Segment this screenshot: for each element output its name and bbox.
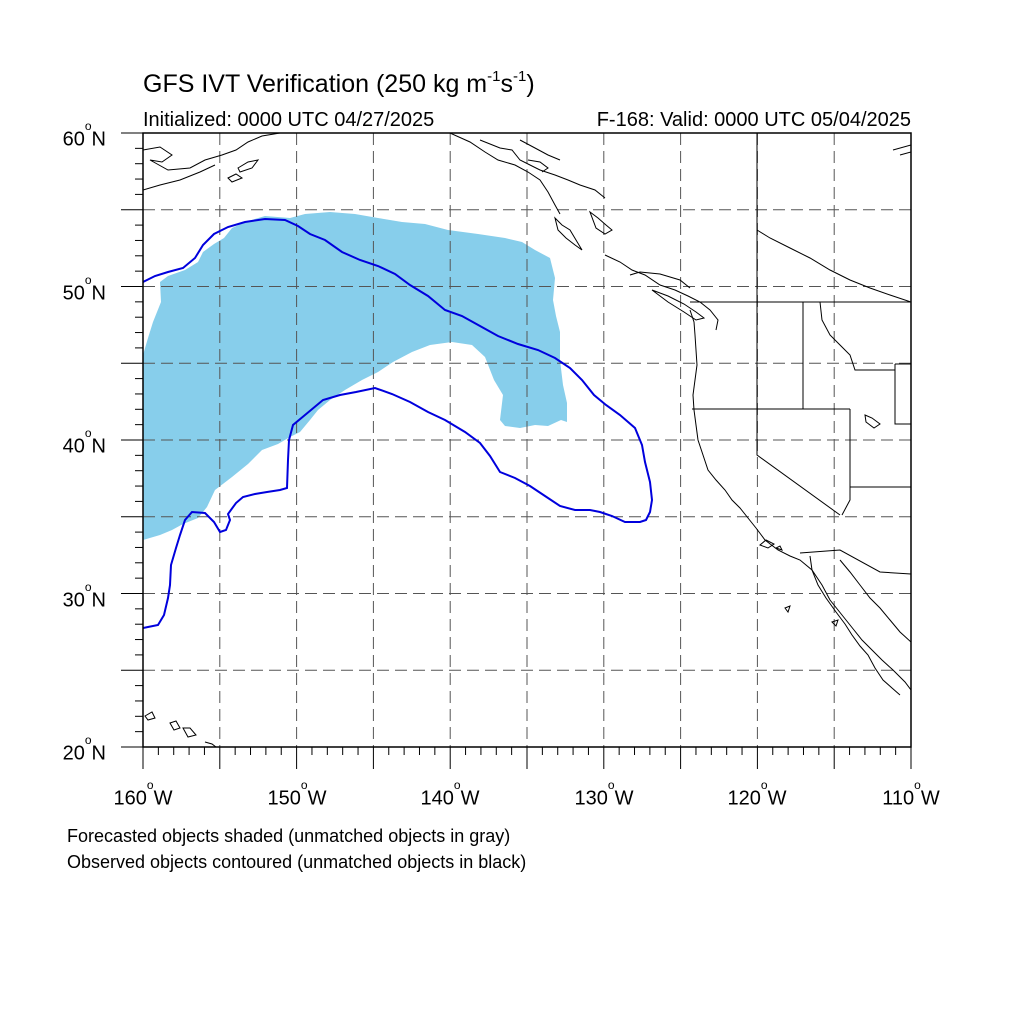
axis-ticks [121,132,912,769]
coastlines [143,133,911,747]
caption-forecast: Forecasted objects shaded (unmatched obj… [67,826,511,846]
lat-label-50: 50oN [62,273,106,305]
lat-label-30: 30oN [62,580,106,612]
caption-observed: Observed objects contoured (unmatched ob… [67,852,527,872]
graticule [143,133,911,747]
valid-time: F-168: Valid: 0000 UTC 05/04/2025 [596,109,911,131]
lon-label-110: 110oW [882,778,940,810]
initialized-time: Initialized: 0000 UTC 04/27/2025 [143,109,435,131]
lon-label-150: 150oW [267,778,327,810]
lon-label-160: 160oW [113,778,173,810]
lat-label-20: 20oN [62,733,106,765]
forecast-ivt-object [143,212,567,540]
lat-label-60: 60oN [62,119,106,151]
observed-ivt-contour [143,217,654,629]
lon-label-130: 130oW [574,778,634,810]
lat-label-40: 40oN [62,426,106,458]
map-title: GFS IVT Verification (250 kg m-1s-1) [143,68,535,98]
lon-label-120: 120oW [727,778,787,810]
lon-label-140: 140oW [420,778,480,810]
